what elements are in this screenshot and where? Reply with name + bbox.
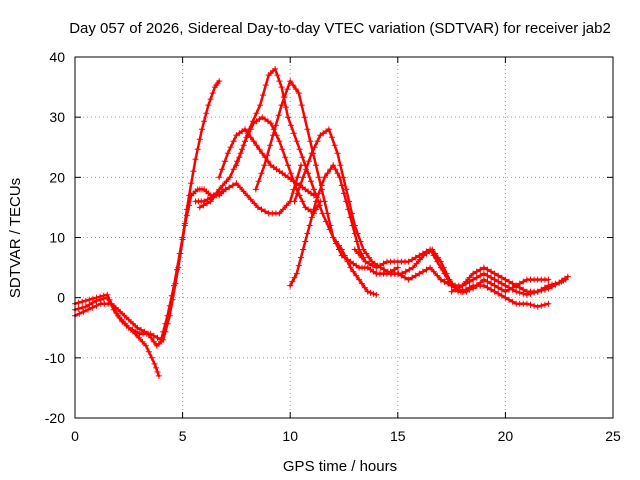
data-point-markers [72, 78, 223, 343]
data-point-markers [351, 246, 552, 310]
x-tick-label: 15 [390, 428, 406, 444]
series-track-11 [351, 246, 552, 310]
x-axis-label: GPS time / hours [283, 458, 397, 475]
series-track-9 [287, 162, 369, 289]
series-track-1 [72, 78, 223, 343]
series-track-8 [216, 126, 317, 199]
y-tick-label: 0 [57, 290, 65, 306]
series-track-2 [72, 291, 162, 379]
series-track-4 [192, 162, 304, 217]
x-tick-label: 10 [282, 428, 298, 444]
series-track-14 [437, 276, 552, 295]
series-line [73, 188, 227, 348]
series-line [288, 164, 367, 287]
y-tick-label: 20 [49, 169, 65, 185]
data-point-markers [216, 126, 317, 199]
x-tick-label: 25 [605, 428, 621, 444]
x-tick-label: 20 [498, 428, 514, 444]
data-point-markers [437, 276, 552, 295]
chart-title: Day 057 of 2026, Sidereal Day-to-day VTE… [69, 20, 611, 37]
ticks: 0 5 10 15 20 25 -20 -10 0 10 20 30 40 [45, 49, 621, 444]
series-layer [72, 66, 571, 379]
y-axis-label: SDTVAR / TECUs [7, 178, 24, 298]
data-point-markers [72, 186, 229, 349]
series-line [217, 127, 316, 197]
y-tick-label: -10 [45, 350, 65, 366]
y-tick-label: 30 [49, 109, 65, 125]
x-tick-label: 0 [71, 428, 79, 444]
x-tick-label: 5 [179, 428, 187, 444]
y-tick-label: 40 [49, 49, 65, 65]
data-point-markers [192, 162, 304, 217]
series-track-3 [72, 186, 229, 349]
y-tick-label: 10 [49, 230, 65, 246]
data-point-markers [448, 270, 571, 298]
data-point-markers [287, 162, 369, 289]
y-tick-label: -20 [45, 410, 65, 426]
